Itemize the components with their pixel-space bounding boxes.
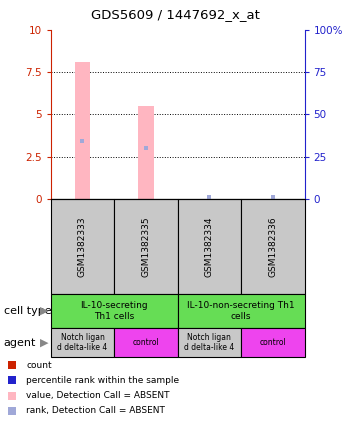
- Text: rank, Detection Call = ABSENT: rank, Detection Call = ABSENT: [26, 406, 165, 415]
- Text: GSM1382336: GSM1382336: [268, 216, 277, 277]
- Bar: [177, 328, 241, 357]
- Text: IL-10-non-secreting Th1
cells: IL-10-non-secreting Th1 cells: [187, 301, 295, 321]
- Text: count: count: [26, 361, 52, 370]
- Bar: [114, 199, 177, 294]
- Bar: [177, 294, 304, 328]
- Bar: [177, 199, 241, 294]
- Text: IL-10-secreting
Th1 cells: IL-10-secreting Th1 cells: [80, 301, 148, 321]
- Bar: [51, 294, 177, 328]
- Text: percentile rank within the sample: percentile rank within the sample: [26, 376, 179, 385]
- Text: ▶: ▶: [40, 306, 49, 316]
- Text: Notch ligan
d delta-like 4: Notch ligan d delta-like 4: [57, 333, 107, 352]
- Text: GSM1382333: GSM1382333: [78, 216, 87, 277]
- Text: value, Detection Call = ABSENT: value, Detection Call = ABSENT: [26, 391, 169, 400]
- Text: ▶: ▶: [40, 338, 49, 348]
- Bar: [51, 199, 114, 294]
- Bar: [114, 328, 177, 357]
- Text: GSM1382335: GSM1382335: [141, 216, 150, 277]
- Text: GSM1382334: GSM1382334: [205, 216, 214, 277]
- Bar: [51, 328, 114, 357]
- Bar: [241, 328, 304, 357]
- Bar: [241, 199, 304, 294]
- Bar: [138, 106, 154, 199]
- Text: control: control: [259, 338, 286, 347]
- Text: GDS5609 / 1447692_x_at: GDS5609 / 1447692_x_at: [91, 8, 259, 21]
- Text: agent: agent: [4, 338, 36, 348]
- Text: Notch ligan
d delta-like 4: Notch ligan d delta-like 4: [184, 333, 234, 352]
- Text: cell type: cell type: [4, 306, 51, 316]
- Bar: [75, 62, 90, 199]
- Text: control: control: [133, 338, 159, 347]
